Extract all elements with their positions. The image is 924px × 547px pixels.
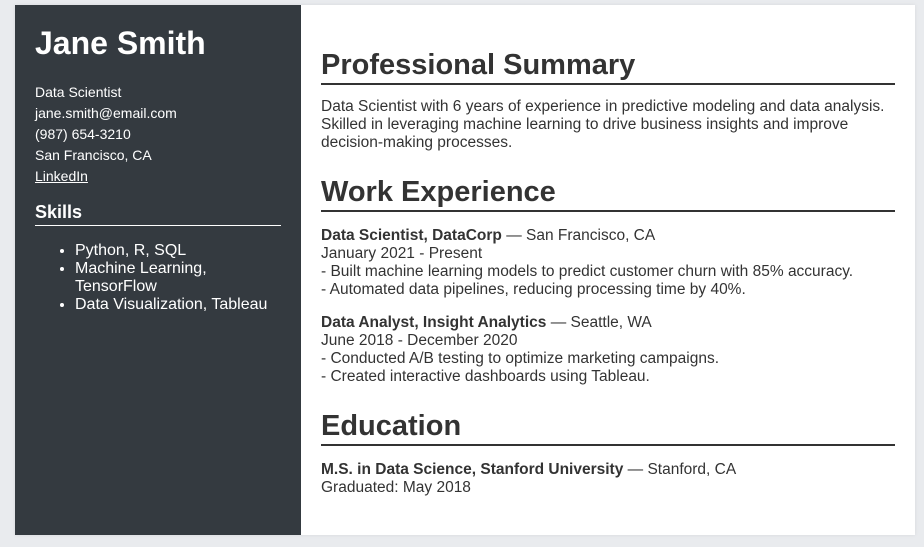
email-address: jane.smith@email.com xyxy=(35,105,177,121)
summary-heading: Professional Summary xyxy=(321,49,895,85)
degree-header: M.S. in Data Science, Stanford Universit… xyxy=(321,461,895,479)
job-dates: January 2021 - Present xyxy=(321,245,483,262)
job-location: — San Francisco, CA xyxy=(501,227,656,244)
summary-text: Data Scientist with 6 years of experienc… xyxy=(321,98,885,151)
skill-item: Python, R, SQL xyxy=(75,242,281,260)
graduation-date: Graduated: May 2018 xyxy=(321,479,471,496)
job-entry: Data Analyst, Insight Analytics — Seattl… xyxy=(321,314,895,386)
job-dates: June 2018 - December 2020 xyxy=(321,332,518,349)
degree-school: M.S. in Data Science, Stanford Universit… xyxy=(321,461,624,478)
job-title-company: Data Analyst, Insight Analytics xyxy=(321,314,547,331)
job-title: Data Scientist xyxy=(35,84,122,100)
skill-item: Machine Learning, TensorFlow xyxy=(75,260,281,296)
resume-page: Jane Smith Data Scientist jane.smith@ema… xyxy=(15,5,915,535)
experience-section: Work Experience Data Scientist, DataCorp… xyxy=(321,176,895,386)
job-header: Data Scientist, DataCorp — San Francisco… xyxy=(321,227,895,245)
job-bullet: - Automated data pipelines, reducing pro… xyxy=(321,281,746,298)
skills-list: Python, R, SQL Machine Learning, TensorF… xyxy=(35,242,281,314)
experience-heading: Work Experience xyxy=(321,176,895,212)
location: San Francisco, CA xyxy=(35,147,152,163)
phone-number: (987) 654-3210 xyxy=(35,126,131,142)
job-header: Data Analyst, Insight Analytics — Seattl… xyxy=(321,314,895,332)
job-bullet: - Created interactive dashboards using T… xyxy=(321,368,650,385)
linkedin-link[interactable]: LinkedIn xyxy=(35,168,88,184)
school-location: — Stanford, CA xyxy=(623,461,737,478)
job-location: — Seattle, WA xyxy=(546,314,652,331)
summary-section: Professional Summary Data Scientist with… xyxy=(321,49,895,152)
job-bullet: - Built machine learning models to predi… xyxy=(321,263,854,280)
job-entry: Data Scientist, DataCorp — San Francisco… xyxy=(321,227,895,299)
education-section: Education M.S. in Data Science, Stanford… xyxy=(321,410,895,497)
skill-item: Data Visualization, Tableau xyxy=(75,296,281,314)
linkedin-row: LinkedIn xyxy=(35,166,281,187)
job-bullet: - Conducted A/B testing to optimize mark… xyxy=(321,350,720,367)
education-entry: M.S. in Data Science, Stanford Universit… xyxy=(321,461,895,497)
main-content: Professional Summary Data Scientist with… xyxy=(301,5,915,535)
candidate-name: Jane Smith xyxy=(35,25,206,61)
education-heading: Education xyxy=(321,410,895,446)
skills-heading: Skills xyxy=(35,201,281,226)
sidebar: Jane Smith Data Scientist jane.smith@ema… xyxy=(15,5,301,535)
job-title-company: Data Scientist, DataCorp xyxy=(321,227,502,244)
